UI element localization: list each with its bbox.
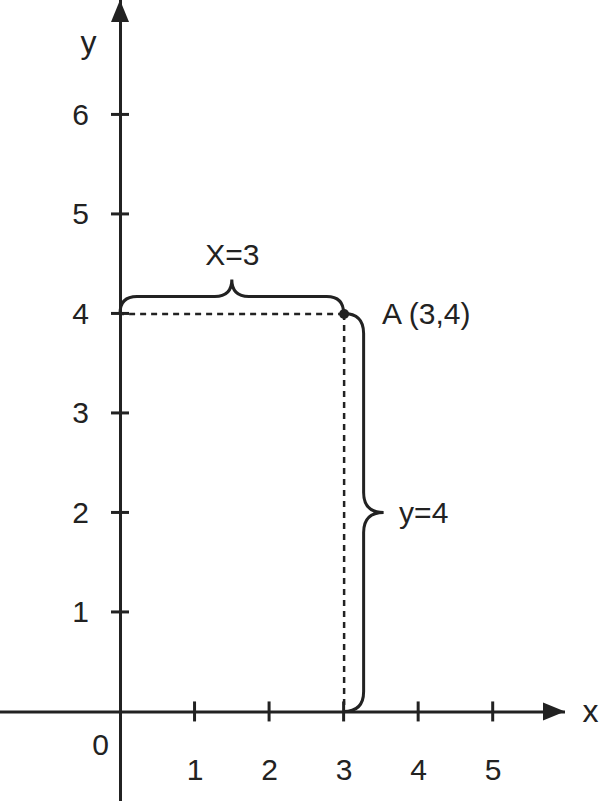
svg-text:x: x — [583, 693, 599, 729]
svg-text:1: 1 — [72, 595, 89, 628]
svg-text:y=4: y=4 — [399, 496, 448, 529]
svg-text:4: 4 — [410, 753, 427, 786]
svg-text:3: 3 — [336, 753, 353, 786]
svg-text:6: 6 — [72, 98, 89, 131]
svg-text:3: 3 — [72, 396, 89, 429]
svg-text:A (3,4): A (3,4) — [382, 297, 470, 330]
svg-text:0: 0 — [92, 728, 109, 761]
svg-text:4: 4 — [72, 297, 89, 330]
svg-text:1: 1 — [187, 753, 204, 786]
svg-text:5: 5 — [72, 197, 89, 230]
svg-text:2: 2 — [261, 753, 278, 786]
svg-text:y: y — [81, 24, 97, 60]
svg-text:5: 5 — [485, 753, 502, 786]
svg-text:2: 2 — [72, 496, 89, 529]
svg-text:X=3: X=3 — [205, 238, 259, 271]
